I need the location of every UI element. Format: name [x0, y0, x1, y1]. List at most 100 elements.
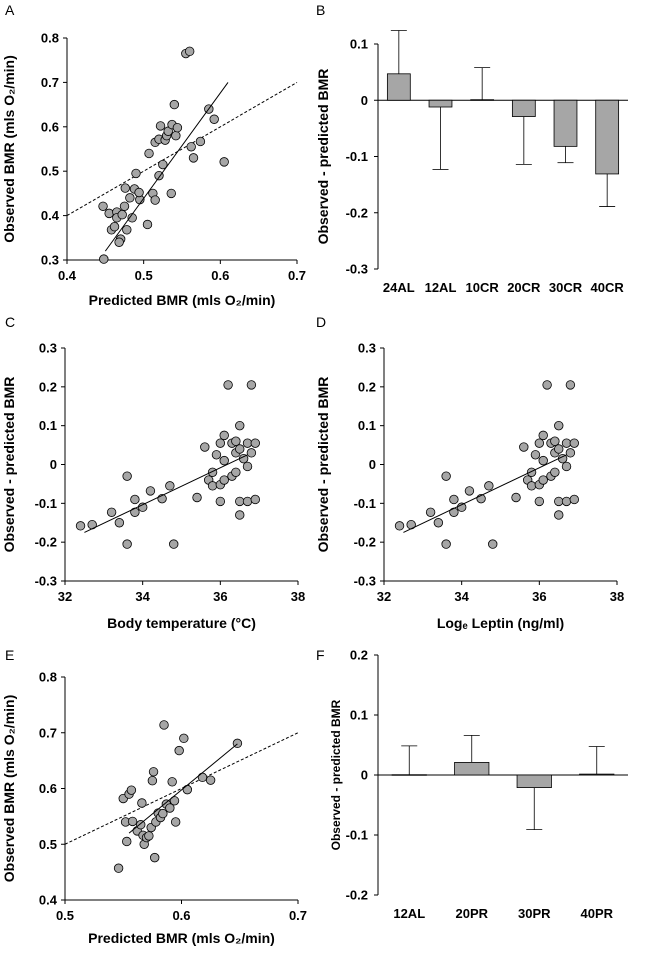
y-tick-label: 0.3: [358, 341, 376, 356]
data-point: [223, 380, 233, 390]
data-point: [519, 442, 529, 452]
panel-a: A0.30.40.50.60.70.80.4 0.5 0.6 0.7Predicted…: [1, 2, 306, 308]
data-point: [538, 430, 548, 441]
panel-d: D 0.3 0.2 0.1 0 -0.1 -0.2 -0.332 34 36 38 Logₑ Lept…: [315, 314, 624, 631]
y-axis-label: Observed - predicted BMR: [315, 377, 331, 553]
category-label: 24AL: [383, 280, 415, 295]
data-point: [569, 494, 579, 505]
data-point: [109, 221, 120, 232]
y-tick-label: -0.1: [346, 149, 368, 164]
data-point: [122, 471, 132, 481]
y-tick-label: -0.2: [346, 888, 368, 903]
y-tick-label: 0.2: [39, 379, 57, 394]
y-tick-label: 0.7: [41, 75, 59, 90]
category-label: 20CR: [507, 280, 541, 295]
data-point: [209, 114, 219, 124]
data-point: [167, 777, 177, 787]
data-point: [250, 494, 260, 505]
panel-c: C 0.3 0.2 0.1 0 -0.1 -0.2 -0.332 34 36 38 Body temp…: [1, 314, 305, 631]
x-tick-label: 0.5: [135, 268, 153, 283]
data-point: [104, 208, 114, 219]
y-tick-label: 0.2: [350, 648, 368, 663]
category-label: 12AL: [393, 906, 425, 921]
x-tick-label: 0.6: [172, 908, 190, 923]
data-point: [179, 733, 189, 744]
x-axis-label: Body temperature (°C): [107, 615, 256, 631]
bar: [595, 99, 620, 175]
data-point: [565, 448, 576, 458]
data-point: [122, 539, 132, 549]
fit-line: [84, 454, 248, 533]
identity-line: [66, 81, 298, 217]
data-point: [215, 496, 226, 507]
data-point: [207, 481, 218, 491]
y-tick-label: 0.5: [41, 164, 59, 179]
data-point: [174, 745, 184, 756]
data-point: [565, 380, 576, 390]
bar: [579, 773, 615, 776]
data-point: [526, 481, 537, 491]
data-point: [538, 475, 548, 485]
y-axis-label: Observed - predicted BMR: [1, 377, 17, 553]
bar: [553, 99, 578, 147]
y-tick-label: 0.2: [358, 379, 376, 394]
y-tick-label: 0.1: [39, 418, 57, 433]
data-point: [169, 796, 180, 806]
data-point: [534, 496, 545, 507]
bar: [511, 99, 536, 117]
y-tick-label: 0.1: [350, 708, 368, 723]
data-point: [235, 420, 245, 431]
data-point: [154, 170, 164, 181]
y-tick-label: -0.2: [35, 535, 57, 550]
data-point: [131, 168, 141, 179]
data-point: [126, 785, 137, 795]
data-point: [158, 808, 168, 819]
data-point: [219, 475, 229, 485]
data-point: [550, 436, 560, 446]
data-point: [119, 201, 130, 211]
y-tick-label: 0.8: [41, 31, 59, 46]
data-point: [136, 820, 146, 830]
panel-label: E: [5, 647, 14, 663]
data-point: [99, 254, 109, 264]
data-point: [554, 496, 564, 507]
data-point: [219, 430, 229, 441]
data-point: [155, 121, 166, 131]
x-axis-label: Predicted BMR (mls O₂/min): [88, 930, 275, 946]
category-label: 40PR: [580, 906, 613, 921]
category-label: 30PR: [518, 906, 551, 921]
y-tick-label: -0.2: [354, 535, 376, 550]
data-point: [127, 816, 138, 827]
data-point: [171, 130, 181, 141]
data-point: [235, 444, 245, 454]
data-point: [114, 518, 125, 528]
data-point: [554, 510, 564, 520]
x-tick-label: 0.7: [288, 268, 306, 283]
y-tick-label: 0.5: [39, 837, 57, 852]
data-point: [550, 467, 560, 477]
data-point: [561, 438, 572, 448]
data-point: [144, 148, 154, 159]
data-point: [538, 455, 548, 466]
x-tick-label: 34: [454, 589, 469, 604]
data-point: [150, 852, 160, 863]
y-axis-label: Observed - predicted BMR: [315, 69, 331, 245]
data-point: [120, 183, 130, 193]
data-point: [145, 486, 156, 496]
data-point: [488, 539, 498, 549]
data-point: [195, 136, 206, 147]
data-point: [425, 507, 436, 517]
data-point: [113, 863, 124, 873]
data-point: [219, 455, 229, 466]
data-point: [246, 448, 257, 458]
data-point: [246, 380, 257, 390]
bar: [470, 99, 495, 101]
data-point: [464, 486, 475, 496]
data-point: [169, 99, 180, 110]
y-tick-label: -0.1: [35, 496, 57, 511]
data-point: [542, 380, 552, 390]
data-point: [561, 461, 572, 472]
data-point: [200, 442, 210, 452]
data-point: [144, 831, 154, 841]
